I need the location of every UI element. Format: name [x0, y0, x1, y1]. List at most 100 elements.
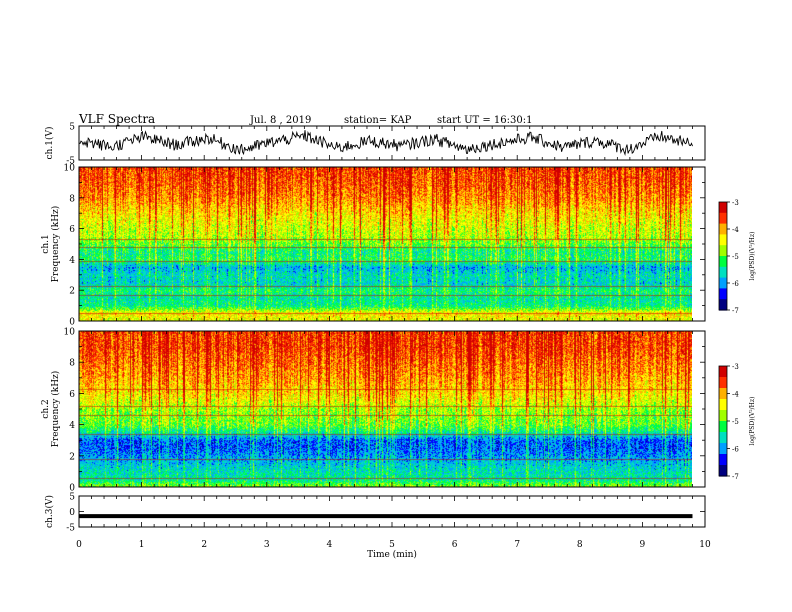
ch1-colorbar-swatch [719, 247, 727, 250]
ch1-spectrogram-ytick-label: 2 [69, 287, 75, 297]
ch1-colorbar-swatch [719, 225, 727, 228]
ch1-colorbar-tick-label: -7 [732, 307, 739, 315]
ch2-colorbar-swatch [719, 428, 727, 431]
ch1-colorbar-swatch [719, 270, 727, 273]
ch1-colorbar-swatch [719, 227, 727, 230]
ch2-colorbar-swatch [719, 408, 727, 411]
ch2-colorbar-swatch [719, 452, 727, 455]
ch1-colorbar-swatch [719, 211, 727, 214]
ch2-colorbar-swatch [719, 446, 727, 450]
ch1-colorbar-swatch [719, 306, 727, 309]
ch2-colorbar-swatch [719, 369, 727, 373]
ch1-waveform-line [78, 130, 693, 157]
ch1-colorbar-swatch [719, 254, 727, 257]
ch2-colorbar-swatch [719, 430, 727, 433]
ch2-spectrogram-ytick-label: 2 [69, 452, 75, 462]
ch1-colorbar-swatch [719, 275, 727, 279]
ch1-colorbar-swatch [719, 245, 727, 248]
xtick-label: 10 [699, 540, 711, 550]
ch1-colorbar-swatch [719, 223, 727, 226]
ch1-colorbar-label: log(PSD)(V²/Hz) [749, 232, 756, 281]
ch2-colorbar-swatch [719, 413, 727, 417]
xtick-label: 9 [640, 540, 646, 550]
ch1-colorbar-swatch [719, 281, 727, 284]
ch2-colorbar-swatch [719, 366, 727, 369]
ch1-colorbar-swatch [719, 205, 727, 208]
ch2-colorbar-swatch [719, 391, 727, 395]
ch2-colorbar-swatch [719, 406, 727, 409]
ch1-colorbar-swatch [719, 236, 727, 239]
ch2-colorbar-swatch [719, 375, 727, 378]
xtick-label: 0 [76, 540, 82, 550]
xtick-label: 8 [577, 540, 583, 550]
ch2-colorbar-swatch [719, 450, 727, 453]
xtick-label: 1 [139, 540, 145, 550]
ch2-colorbar-swatch [719, 443, 727, 446]
ch2-colorbar-swatch [719, 457, 727, 461]
ch1-colorbar-swatch [719, 212, 727, 216]
ch1-colorbar-swatch [719, 250, 727, 253]
ch1-colorbar-swatch [719, 263, 727, 266]
ch2-colorbar-swatch [719, 426, 727, 429]
ch1-colorbar-swatch [719, 230, 727, 234]
ch2-colorbar-swatch [719, 380, 727, 384]
ch2-colorbar-swatch [719, 367, 727, 371]
ch1-spectrogram-ytick-label: 6 [69, 225, 75, 235]
ch1-colorbar-tick-label: -5 [732, 253, 739, 261]
ch1-colorbar-swatch [719, 293, 727, 297]
ch2-spectrogram-ytick-label: 10 [64, 328, 76, 338]
ch1-waveform-ytick-label: -5 [66, 157, 75, 167]
ch2-colorbar-swatch [719, 439, 727, 442]
ch1-colorbar-swatch [719, 216, 727, 219]
ch2-colorbar-swatch [719, 400, 727, 404]
ch2-colorbar-swatch [719, 402, 727, 406]
xtick-label: 2 [201, 540, 207, 550]
ch1-colorbar-swatch [719, 277, 727, 280]
ch2-spectrogram-ytick-label: 4 [69, 421, 75, 431]
ch2-colorbar-swatch [719, 415, 727, 418]
ch3-waveform-ytick-label: 5 [69, 493, 75, 503]
ch3-waveform-ylabel: ch.3(V) [44, 495, 55, 528]
ch1-colorbar-swatch [719, 274, 727, 277]
ch2-colorbar-swatch [719, 395, 727, 398]
xtick-label: 3 [264, 540, 270, 550]
ch2-colorbar-swatch [719, 389, 727, 393]
ch1-colorbar-tick-label: -6 [732, 280, 739, 288]
ch1-colorbar-swatch [719, 207, 727, 210]
ch1-colorbar-swatch [719, 288, 727, 291]
ch1-colorbar-swatch [719, 243, 727, 246]
ch2-colorbar-swatch [719, 417, 727, 420]
ch1-colorbar-swatch [719, 202, 727, 205]
ch2-colorbar-swatch [719, 388, 727, 391]
ch1-colorbar-swatch [719, 284, 727, 288]
ch1-colorbar-swatch [719, 292, 727, 295]
ch1-colorbar-swatch [719, 248, 727, 252]
xtick-label: 6 [452, 540, 458, 550]
ch1-colorbar-swatch [719, 234, 727, 237]
ch1-colorbar-swatch [719, 304, 727, 307]
ch2-spectrogram-ylabel: ch.2 [41, 399, 51, 418]
ch1-waveform-ytick-label: 5 [69, 123, 75, 133]
ch1-colorbar-swatch [719, 241, 727, 244]
ch1-colorbar-swatch [719, 266, 727, 270]
figure-start-time: start UT = 16:30:1 [437, 115, 532, 126]
ch2-colorbar-swatch [719, 386, 727, 389]
ch2-colorbar-swatch [719, 466, 727, 470]
ch2-colorbar-swatch [719, 411, 727, 415]
ch2-colorbar-swatch [719, 393, 727, 396]
ch1-colorbar-swatch [719, 299, 727, 302]
ch1-colorbar-swatch [719, 286, 727, 289]
ch2-colorbar-swatch [719, 377, 727, 380]
ch2-spectrogram-image [79, 331, 692, 487]
xtick-label: 4 [327, 540, 333, 550]
panels [78, 130, 693, 519]
ch1-colorbar-swatch [719, 272, 727, 275]
ch2-colorbar-swatch [719, 474, 727, 477]
ch1-colorbar-swatch [719, 252, 727, 255]
ch2-colorbar-swatch [719, 378, 727, 382]
ch2-colorbar-swatch [719, 399, 727, 402]
ch1-colorbar-swatch [719, 232, 727, 235]
figure-station: station= KAP [344, 115, 412, 126]
ch3-waveform-ytick-label: -5 [66, 524, 75, 534]
ch1-spectrogram-ylabel: Frequency (kHz) [50, 206, 61, 283]
